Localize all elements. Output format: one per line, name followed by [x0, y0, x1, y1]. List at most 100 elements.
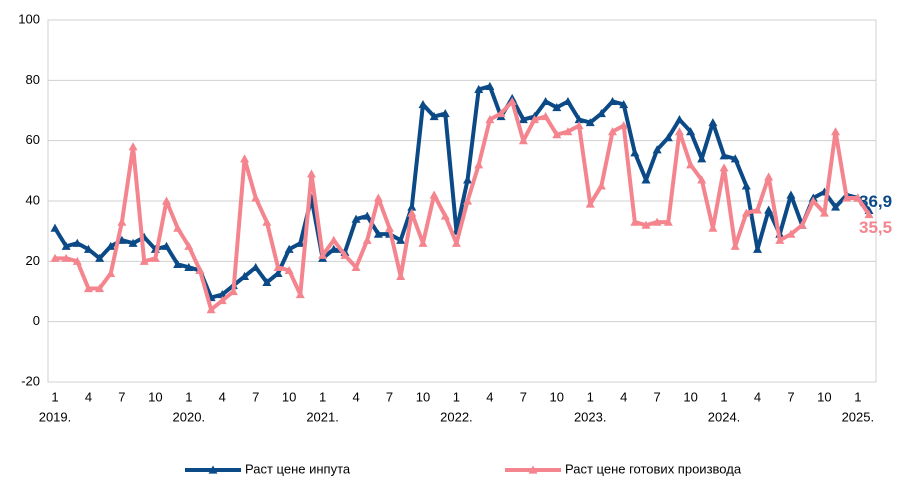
point-marker — [719, 163, 729, 172]
point-marker — [496, 109, 506, 118]
y-tick-label: 20 — [26, 253, 40, 268]
point-marker — [730, 241, 740, 250]
point-marker — [217, 296, 227, 305]
point-marker — [686, 127, 696, 136]
point-marker — [674, 127, 684, 136]
point-marker — [507, 96, 517, 106]
y-tick-label: 40 — [26, 192, 40, 207]
point-marker — [752, 205, 762, 214]
point-marker — [831, 202, 841, 211]
x-tick-label: 4 — [620, 389, 627, 404]
x-tick-label: 4 — [486, 389, 493, 404]
x-year-label: 2023. — [574, 409, 607, 424]
point-marker — [741, 208, 751, 217]
point-marker — [652, 217, 662, 226]
x-tick-label: 4 — [754, 389, 761, 404]
point-marker — [619, 121, 629, 130]
plot-border — [47, 19, 877, 383]
point-marker — [563, 127, 573, 136]
point-marker — [61, 253, 71, 262]
x-tick-label: 1 — [185, 389, 192, 404]
point-marker — [697, 154, 707, 163]
point-marker — [708, 223, 718, 232]
point-marker — [686, 160, 696, 169]
legend-marker — [208, 465, 218, 474]
point-marker — [106, 241, 116, 250]
y-tick-label: -20 — [21, 373, 40, 388]
point-marker — [273, 268, 283, 277]
x-tick-label: 10 — [282, 389, 296, 404]
point-marker — [708, 118, 718, 127]
x-tick-label: 10 — [817, 389, 831, 404]
point-marker — [608, 96, 618, 106]
point-marker — [574, 115, 584, 124]
point-marker — [362, 211, 372, 220]
point-marker — [630, 217, 640, 226]
point-marker — [641, 220, 651, 229]
point-marker — [318, 250, 328, 259]
point-marker — [585, 118, 595, 127]
y-tick-label: 0 — [33, 313, 40, 328]
point-marker — [351, 214, 361, 223]
x-tick-label: 7 — [520, 389, 527, 404]
point-marker — [228, 287, 238, 296]
x-tick-label: 10 — [148, 389, 162, 404]
point-marker — [295, 290, 305, 299]
point-marker — [652, 145, 662, 154]
x-tick-label: 7 — [654, 389, 661, 404]
point-marker — [351, 262, 361, 271]
series-line — [55, 99, 871, 312]
point-marker — [162, 196, 172, 205]
y-tick-label: 80 — [26, 72, 40, 87]
x-tick-label: 4 — [219, 389, 226, 404]
point-marker — [608, 127, 618, 136]
x-tick-label: 7 — [252, 389, 259, 404]
point-marker — [284, 244, 294, 253]
point-marker — [663, 217, 673, 226]
point-marker — [262, 217, 272, 226]
value-label: 36,9 — [859, 192, 892, 211]
x-tick-label: 7 — [386, 389, 393, 404]
point-marker — [552, 130, 562, 139]
x-year-label: 2025. — [842, 409, 875, 424]
y-tick-label: 60 — [26, 132, 40, 147]
x-tick-label: 1 — [854, 389, 861, 404]
x-tick-label: 10 — [683, 389, 697, 404]
point-marker — [440, 211, 450, 220]
legend-label: Раст цене готових производа — [565, 461, 742, 476]
point-marker — [50, 223, 60, 232]
point-marker — [741, 181, 751, 190]
point-marker — [72, 238, 82, 247]
point-marker — [529, 115, 539, 124]
point-marker — [697, 175, 707, 184]
point-marker — [385, 223, 395, 232]
point-marker — [262, 277, 272, 287]
point-marker — [485, 81, 495, 90]
point-marker — [362, 235, 372, 244]
point-marker — [429, 112, 439, 121]
point-marker — [407, 208, 417, 217]
point-marker — [195, 265, 205, 274]
point-marker — [596, 181, 606, 190]
point-marker — [162, 241, 172, 250]
point-marker — [173, 223, 183, 232]
x-year-label: 2020. — [173, 409, 206, 424]
point-marker — [407, 202, 417, 211]
point-marker — [106, 268, 116, 277]
point-marker — [206, 305, 216, 314]
x-year-label: 2022. — [440, 409, 473, 424]
x-tick-label: 10 — [416, 389, 430, 404]
point-marker — [641, 175, 651, 184]
point-marker — [730, 154, 740, 163]
point-marker — [150, 253, 160, 262]
x-tick-label: 1 — [720, 389, 727, 404]
point-marker — [329, 244, 339, 253]
point-marker — [853, 193, 863, 202]
point-marker — [340, 250, 350, 259]
point-marker — [842, 193, 852, 202]
point-marker — [518, 115, 528, 124]
point-marker — [83, 244, 93, 253]
point-marker — [775, 235, 785, 244]
point-marker — [786, 190, 796, 199]
